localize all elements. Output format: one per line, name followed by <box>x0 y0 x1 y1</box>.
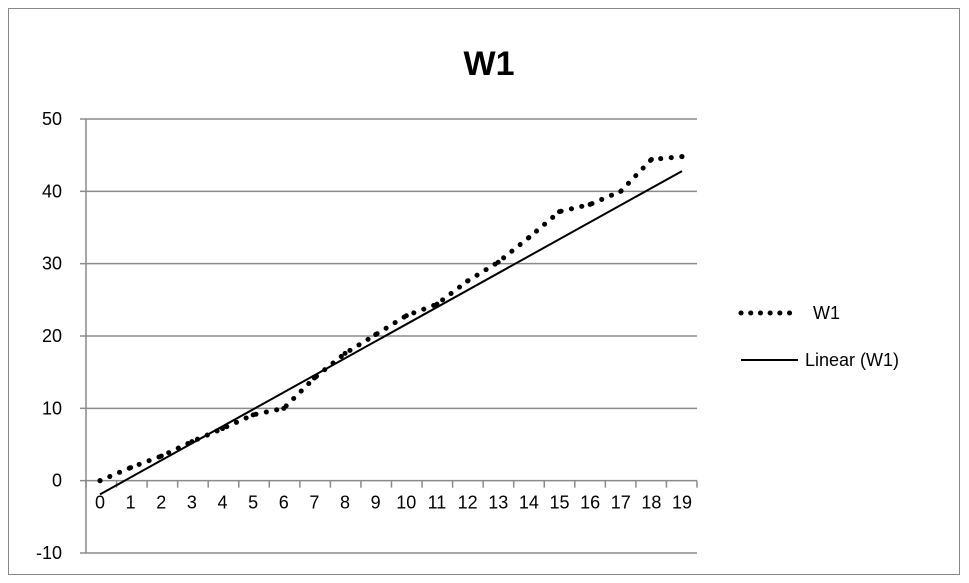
legend-label-linear: Linear (W1) <box>805 350 899 370</box>
data-point-w1 <box>496 260 501 265</box>
x-tick-label: 18 <box>641 493 661 513</box>
y-tick-label: 0 <box>52 471 62 491</box>
x-tick-label: 9 <box>371 493 381 513</box>
x-tick-label: 6 <box>279 493 289 513</box>
x-tick-label: 8 <box>340 493 350 513</box>
x-tick-label: 16 <box>580 493 600 513</box>
x-tick-label: 3 <box>187 493 197 513</box>
x-tick-label: 13 <box>488 493 508 513</box>
data-point-w1 <box>680 154 685 159</box>
x-tick-label: 1 <box>126 493 136 513</box>
y-tick-label: 40 <box>42 181 62 201</box>
legend-label-w1: W1 <box>813 303 840 323</box>
y-tick-label: 20 <box>42 326 62 346</box>
x-tick-label: 15 <box>549 493 569 513</box>
data-point-w1 <box>588 202 593 207</box>
data-point-w1 <box>281 406 286 411</box>
x-tick-label: 5 <box>248 493 258 513</box>
y-tick-label: -10 <box>36 543 62 563</box>
data-point-w1 <box>128 465 133 470</box>
data-point-w1 <box>618 189 623 194</box>
x-tick-label: 10 <box>396 493 416 513</box>
x-tick-label: 7 <box>309 493 319 513</box>
data-point-w1 <box>343 351 348 356</box>
data-point-w1 <box>373 332 378 337</box>
data-point-w1 <box>159 454 164 459</box>
x-tick-label: 12 <box>458 493 478 513</box>
chart-title: W1 <box>464 45 515 83</box>
x-tick-label: 4 <box>218 493 228 513</box>
data-point-w1 <box>526 235 531 240</box>
y-tick-label: 10 <box>42 398 62 418</box>
data-point-w1 <box>98 478 103 483</box>
x-tick-label: 19 <box>672 493 692 513</box>
x-tick-label: 11 <box>428 493 447 513</box>
data-point-w1 <box>404 313 409 318</box>
x-tick-label: 17 <box>611 493 631 513</box>
x-tick-label: 14 <box>519 493 539 513</box>
x-tick-label: 2 <box>156 493 166 513</box>
data-point-w1 <box>465 279 470 284</box>
data-point-w1 <box>649 157 654 162</box>
data-point-w1 <box>557 209 562 214</box>
x-tick-label: 0 <box>95 493 105 513</box>
data-point-w1 <box>251 412 256 417</box>
y-tick-label: 50 <box>42 109 62 129</box>
y-tick-label: 30 <box>42 254 62 274</box>
chart-border <box>9 9 960 575</box>
